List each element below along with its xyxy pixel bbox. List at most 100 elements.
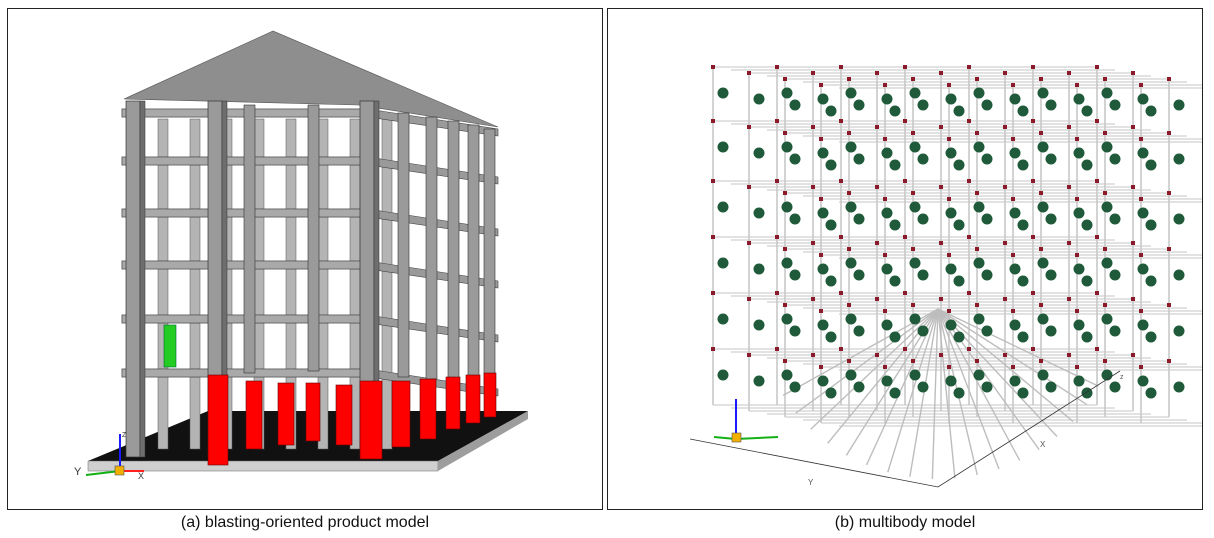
joint <box>1103 303 1107 307</box>
mass-sphere <box>917 153 929 165</box>
joint <box>747 125 751 129</box>
mass-sphere <box>1081 105 1093 117</box>
building-product-model-render: Y X Z <box>74 30 528 481</box>
mass-sphere <box>881 147 893 159</box>
mass-sphere <box>973 201 985 213</box>
joint <box>839 347 843 351</box>
joint <box>839 291 843 295</box>
joint <box>839 235 843 239</box>
mass-sphere <box>1009 375 1021 387</box>
blasted-column <box>445 376 461 430</box>
joint <box>775 65 779 69</box>
mass-sphere <box>789 269 801 281</box>
joint <box>975 131 979 135</box>
mass-sphere <box>981 381 993 393</box>
joint <box>967 347 971 351</box>
joint <box>1011 197 1015 201</box>
joint <box>1011 137 1015 141</box>
joint <box>883 309 887 313</box>
mass-sphere <box>1173 99 1185 111</box>
joint <box>1039 247 1043 251</box>
joint <box>711 65 715 69</box>
joint <box>1131 125 1135 129</box>
joint <box>1095 119 1099 123</box>
mass-sphere <box>945 207 957 219</box>
fan-link <box>937 308 1099 387</box>
joint <box>903 179 907 183</box>
joint <box>1095 347 1099 351</box>
side-column <box>467 124 480 384</box>
mass-sphere <box>1009 263 1021 275</box>
joint <box>911 131 915 135</box>
joint <box>1095 179 1099 183</box>
joint <box>847 191 851 195</box>
bounding-box <box>689 370 1121 488</box>
mass-sphere <box>1145 219 1157 231</box>
joint <box>1103 191 1107 195</box>
joint <box>903 347 907 351</box>
joint <box>1003 185 1007 189</box>
joint <box>975 303 979 307</box>
axis-label-x: X <box>138 471 144 481</box>
mass-sphere <box>889 105 901 117</box>
mass-sphere <box>1017 105 1029 117</box>
joint <box>775 347 779 351</box>
mass-sphere <box>973 313 985 325</box>
fan-link <box>795 308 939 414</box>
mass-sphere <box>717 257 729 269</box>
joint <box>1167 77 1171 81</box>
mass-sphere <box>853 325 865 337</box>
base-slab-side <box>438 411 528 471</box>
joint <box>1167 303 1171 307</box>
mass-sphere <box>845 257 857 269</box>
joint <box>1031 179 1035 183</box>
joint <box>883 365 887 369</box>
mass-sphere <box>1073 93 1085 105</box>
joint <box>1039 191 1043 195</box>
joint <box>1095 65 1099 69</box>
mass-sphere <box>945 93 957 105</box>
blasted-column <box>207 374 229 466</box>
mass-sphere <box>889 159 901 171</box>
blasted-column <box>359 380 383 460</box>
joint <box>975 191 979 195</box>
mass-sphere <box>889 331 901 343</box>
mass-sphere <box>945 263 957 275</box>
mass-sphere <box>1045 325 1057 337</box>
mass-sphere <box>825 331 837 343</box>
mass-sphere <box>1137 207 1149 219</box>
joint <box>1139 253 1143 257</box>
joint <box>775 235 779 239</box>
joint <box>1031 347 1035 351</box>
joint <box>847 303 851 307</box>
mass-sphere <box>1145 331 1157 343</box>
joint <box>939 241 943 245</box>
joint <box>911 303 915 307</box>
blasted-column <box>305 382 321 442</box>
panel-a-product-model: Y X Z <box>7 8 603 510</box>
dimension-label-x: X <box>1040 440 1046 449</box>
mass-sphere <box>909 313 921 325</box>
joint <box>947 309 951 313</box>
joint <box>883 137 887 141</box>
mass-sphere <box>1109 325 1121 337</box>
mass-sphere <box>1017 275 1029 287</box>
fan-link <box>937 308 1074 422</box>
mass-sphere <box>1045 213 1057 225</box>
mass-sphere <box>889 275 901 287</box>
joint <box>1167 191 1171 195</box>
side-column <box>447 120 460 382</box>
mass-sphere <box>981 99 993 111</box>
mass-sphere <box>717 201 729 213</box>
joint <box>1139 197 1143 201</box>
joint <box>883 253 887 257</box>
mass-sphere <box>973 369 985 381</box>
mass-sphere <box>881 263 893 275</box>
mass-sphere <box>817 93 829 105</box>
joint <box>783 131 787 135</box>
mass-sphere <box>781 201 793 213</box>
mass-sphere <box>825 219 837 231</box>
highlighted-column <box>163 324 177 368</box>
blasted-column <box>277 382 295 446</box>
mass-sphere <box>1101 141 1113 153</box>
